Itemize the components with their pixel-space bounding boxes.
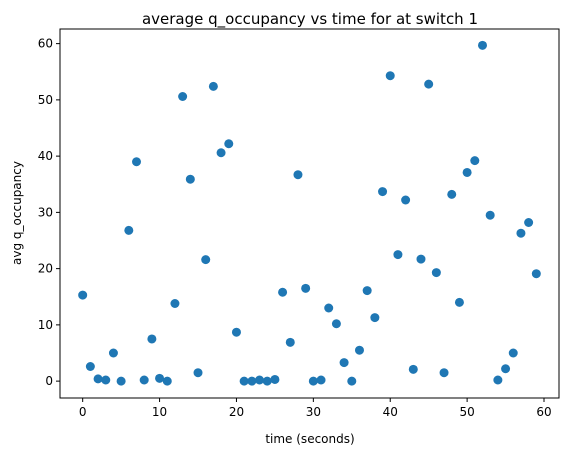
data-point [93, 374, 103, 384]
data-point [331, 319, 341, 329]
data-point [108, 348, 118, 358]
y-tick-label: 20 [38, 262, 53, 276]
y-tick-label: 10 [38, 318, 53, 332]
plot-frame [59, 28, 560, 399]
data-point [501, 364, 511, 374]
x-tick-label: 0 [79, 405, 87, 419]
x-tick-label: 20 [229, 405, 244, 419]
y-axis-label: avg q_occupancy [10, 161, 24, 265]
data-point [247, 376, 257, 386]
data-point [416, 254, 426, 264]
data-point [485, 210, 495, 220]
data-point [101, 375, 111, 385]
data-point [139, 375, 149, 385]
data-point [116, 376, 126, 386]
data-point [270, 374, 280, 384]
data-point [324, 303, 334, 313]
data-point [255, 375, 265, 385]
data-point [147, 334, 157, 344]
data-point [408, 364, 418, 374]
data-point [378, 187, 388, 197]
y-tick-label: 40 [38, 149, 53, 163]
data-point [362, 286, 372, 296]
y-tick-label: 0 [45, 374, 53, 388]
x-tick-label: 10 [152, 405, 167, 419]
data-point [524, 218, 534, 227]
data-point [447, 189, 457, 199]
data-point [155, 373, 165, 383]
data-point [347, 376, 357, 386]
y-tick-label: 30 [38, 205, 53, 219]
data-point [216, 148, 226, 158]
data-point [431, 268, 441, 278]
data-points [78, 40, 541, 386]
data-point [85, 362, 95, 371]
data-point [339, 358, 349, 368]
data-point [301, 283, 311, 293]
data-point [178, 92, 188, 101]
x-tick-label: 60 [536, 405, 551, 419]
data-point [385, 71, 395, 81]
chart-title: average q_occupancy vs time for at switc… [142, 10, 478, 29]
data-point [185, 174, 195, 184]
data-point [424, 79, 434, 89]
y-tick-label: 50 [38, 93, 53, 107]
data-point [124, 225, 134, 235]
x-tick-label: 30 [306, 405, 321, 419]
data-point [462, 167, 472, 177]
data-point [470, 156, 480, 166]
data-point [401, 195, 411, 205]
data-point [308, 376, 318, 386]
data-point [293, 170, 303, 180]
data-point [477, 40, 487, 50]
y-tick-label: 60 [38, 37, 53, 51]
data-point [370, 313, 380, 323]
data-point [531, 269, 541, 279]
x-tick-label: 50 [459, 405, 474, 419]
data-point [162, 376, 172, 386]
data-point [354, 345, 364, 355]
data-point [278, 287, 288, 297]
x-axis-label: time (seconds) [265, 432, 354, 446]
data-point [132, 157, 142, 167]
data-point [285, 337, 295, 347]
data-point [454, 297, 464, 307]
data-point [316, 375, 326, 385]
axis-ticks: 0 10 20 30 40 50 60 0 10 20 30 40 50 60 [38, 37, 552, 419]
x-tick-label: 40 [383, 405, 398, 419]
data-point [78, 290, 88, 300]
data-point [231, 327, 241, 337]
data-point [393, 250, 403, 260]
data-point [201, 255, 211, 265]
data-point [239, 376, 249, 386]
data-point [493, 375, 503, 385]
data-point [170, 299, 180, 308]
data-point [508, 348, 518, 358]
data-point [224, 139, 234, 149]
data-point [516, 228, 526, 238]
data-point [439, 368, 449, 378]
data-point [262, 376, 272, 386]
data-point [193, 368, 203, 378]
data-point [208, 81, 218, 91]
